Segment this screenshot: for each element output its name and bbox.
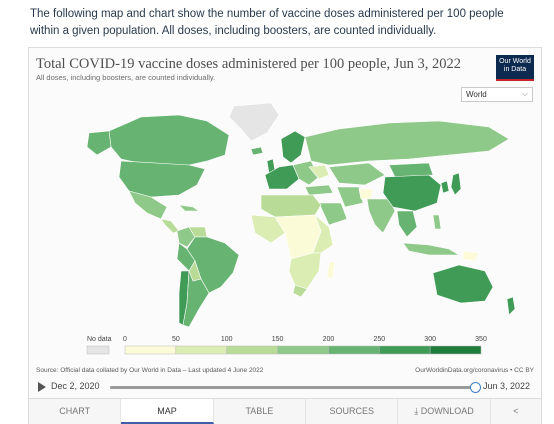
country-alaska[interactable] (86, 130, 112, 156)
country-iran[interactable] (336, 186, 364, 208)
legend-swatch[interactable] (277, 345, 329, 355)
country-saudi-arabia[interactable] (318, 202, 348, 226)
legend-tick-label: 300 (424, 336, 436, 343)
legend-swatch[interactable] (328, 345, 380, 355)
country-iceland[interactable] (250, 146, 264, 156)
region-select[interactable]: World ⌵ (461, 87, 533, 102)
country-indonesia[interactable] (402, 242, 461, 256)
legend-swatch[interactable] (175, 345, 227, 355)
legend-swatch[interactable] (124, 345, 177, 355)
country-southern-africa[interactable] (288, 252, 322, 290)
country-scandinavia[interactable] (280, 130, 306, 164)
country-australia[interactable] (432, 264, 494, 304)
timeline-end-label: Jun 3, 2022 (483, 381, 531, 391)
timeline: Dec 2, 2020 Jun 3, 2022 (29, 379, 543, 397)
country-mongolia[interactable] (388, 162, 434, 178)
timeline-track[interactable] (110, 382, 481, 393)
legend-no-data-swatch (86, 345, 110, 355)
credit-link[interactable]: OurWorldinData.org/coronavirus • CC BY (415, 367, 534, 374)
country-papua-new-guinea[interactable] (462, 250, 480, 262)
legend-tick-label: 250 (373, 336, 385, 343)
country-greenland[interactable] (228, 103, 280, 142)
chevron-down-icon: ⌵ (521, 89, 528, 98)
country-south-africa[interactable] (292, 284, 308, 298)
country-madagascar[interactable] (326, 260, 336, 280)
grapher-frame: Total COVID-19 vaccine doses administere… (28, 47, 542, 424)
color-legend: No data 0 50 100 150 200 250 300 350 (86, 336, 487, 355)
country-kazakhstan[interactable] (328, 162, 386, 186)
country-china[interactable] (382, 174, 442, 212)
country-afghanistan[interactable] (358, 188, 374, 200)
source-note: Source: Official data collated by Our Wo… (36, 367, 264, 374)
region-select-value: World (466, 90, 487, 99)
world-map[interactable] (29, 103, 541, 331)
legend-swatch[interactable] (379, 345, 431, 355)
tab-map[interactable]: MAP (121, 399, 214, 424)
country-ukraine[interactable] (308, 164, 330, 180)
play-icon[interactable] (38, 382, 46, 392)
country-north-africa[interactable] (260, 194, 322, 218)
country-japan[interactable] (450, 172, 462, 196)
share-icon[interactable]: < (513, 406, 519, 416)
country-usa[interactable] (118, 160, 206, 198)
country-argentina[interactable] (182, 270, 210, 328)
legend-tick-label: 350 (475, 336, 487, 343)
timeline-start-label: Dec 2, 2020 (51, 381, 100, 391)
timeline-handle[interactable] (470, 382, 481, 393)
country-west-africa[interactable] (250, 214, 286, 244)
legend-tick-label: 100 (221, 336, 233, 343)
country-canada[interactable] (108, 114, 230, 168)
chart-title: Total COVID-19 vaccine doses administere… (36, 56, 462, 72)
country-russia[interactable] (304, 120, 510, 166)
tab-download[interactable]: ⤓ DOWNLOAD (398, 399, 491, 424)
country-central-america[interactable] (160, 218, 180, 234)
country-southeast-asia[interactable] (396, 210, 418, 238)
chart-subtitle: All doses, including boosters, are count… (36, 73, 216, 82)
timeline-progress (110, 386, 476, 389)
country-colombia[interactable] (176, 226, 196, 248)
legend-swatch[interactable] (429, 345, 482, 355)
legend-tick-label: 50 (172, 336, 180, 343)
country-philippines[interactable] (432, 214, 442, 230)
legend-swatch[interactable] (226, 345, 278, 355)
tab-bar: CHART MAP TABLE SOURCES ⤓ DOWNLOAD < (29, 398, 541, 424)
legend-tick-label: 200 (323, 336, 335, 343)
legend-no-data-label: No data (87, 336, 112, 343)
tab-sources[interactable]: SOURCES (306, 399, 399, 424)
legend-tick-label: 0 (123, 336, 127, 343)
legend-tick-label: 150 (272, 336, 284, 343)
country-turkey[interactable] (304, 184, 334, 196)
tab-chart[interactable]: CHART (29, 399, 122, 424)
owid-logo[interactable]: Our World in Data (496, 55, 534, 81)
tab-table[interactable]: TABLE (214, 399, 307, 424)
country-caribbean[interactable] (178, 204, 200, 212)
intro-text: The following map and chart show the num… (30, 8, 504, 37)
country-korea[interactable] (440, 180, 450, 194)
country-new-zealand[interactable] (506, 296, 516, 316)
